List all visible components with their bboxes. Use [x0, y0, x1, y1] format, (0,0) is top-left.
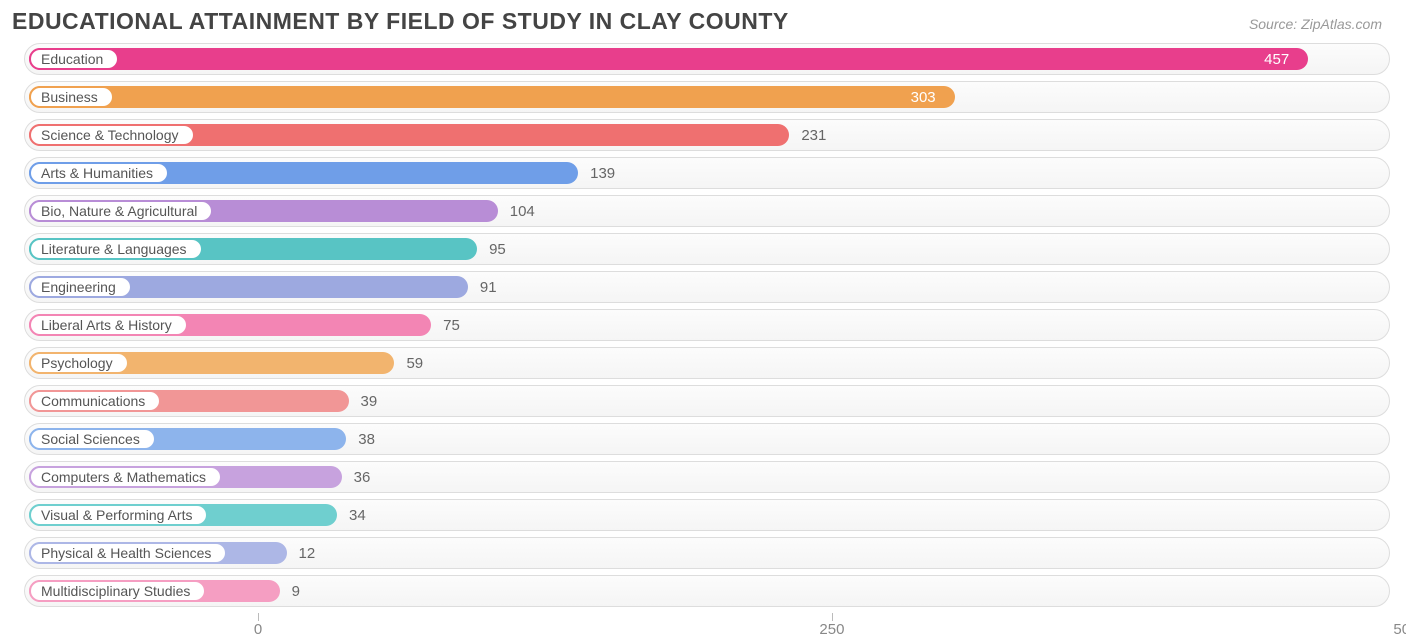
bar-value: 104	[510, 196, 535, 226]
bar-value: 91	[480, 272, 497, 302]
bar-row: Physical & Health Sciences 12	[8, 537, 1398, 569]
bar-label: Psychology	[29, 352, 129, 374]
bar-label: Arts & Humanities	[29, 162, 169, 184]
axis-tick-label: 0	[254, 621, 262, 638]
bar-label: Business	[29, 86, 114, 108]
bar-label: Communications	[29, 390, 161, 412]
bar-track: Visual & Performing Arts 34	[24, 499, 1390, 531]
chart-header: EDUCATIONAL ATTAINMENT BY FIELD OF STUDY…	[0, 0, 1406, 39]
bar-track: Bio, Nature & Agricultural 104	[24, 195, 1390, 227]
bar-value: 457	[1264, 44, 1289, 74]
bar-value: 36	[354, 462, 371, 492]
bar-row: Bio, Nature & Agricultural 104	[8, 195, 1398, 227]
bar-label: Engineering	[29, 276, 132, 298]
bar-row: Liberal Arts & History 75	[8, 309, 1398, 341]
bar-label: Visual & Performing Arts	[29, 504, 208, 526]
bar-track: Computers & Mathematics 36	[24, 461, 1390, 493]
bar-row: Engineering 91	[8, 271, 1398, 303]
bar-value: 59	[406, 348, 423, 378]
bar-row: Science & Technology 231	[8, 119, 1398, 151]
bar-row: Business 303	[8, 81, 1398, 113]
bar-track: Psychology 59	[24, 347, 1390, 379]
bar-label: Liberal Arts & History	[29, 314, 188, 336]
bar-row: Social Sciences 38	[8, 423, 1398, 455]
axis-tick-label: 250	[819, 621, 844, 638]
bar-row: Multidisciplinary Studies 9	[8, 575, 1398, 607]
bar-label: Social Sciences	[29, 428, 156, 450]
chart-title: EDUCATIONAL ATTAINMENT BY FIELD OF STUDY…	[12, 8, 789, 35]
bar-value: 34	[349, 500, 366, 530]
x-axis: 0250500	[24, 613, 1398, 641]
bar-track: Multidisciplinary Studies 9	[24, 575, 1390, 607]
bar-value: 39	[361, 386, 378, 416]
bar-row: Psychology 59	[8, 347, 1398, 379]
source-prefix: Source:	[1249, 16, 1301, 32]
bar-row: Communications 39	[8, 385, 1398, 417]
bar-label: Bio, Nature & Agricultural	[29, 200, 213, 222]
bar-track: Literature & Languages 95	[24, 233, 1390, 265]
bar-value: 303	[911, 82, 936, 112]
bar-track: Business 303	[24, 81, 1390, 113]
bar-value: 75	[443, 310, 460, 340]
bar-label: Literature & Languages	[29, 238, 203, 260]
bar-value: 231	[801, 120, 826, 150]
bar-row: Literature & Languages 95	[8, 233, 1398, 265]
bar-row: Education 457	[8, 43, 1398, 75]
bar-fill	[29, 86, 955, 108]
bar-track: Arts & Humanities 139	[24, 157, 1390, 189]
bar-track: Social Sciences 38	[24, 423, 1390, 455]
bar-value: 95	[489, 234, 506, 264]
bar-value: 38	[358, 424, 375, 454]
axis-tick-label: 500	[1393, 621, 1406, 638]
bar-value: 9	[292, 576, 300, 606]
chart-source: Source: ZipAtlas.com	[1249, 16, 1382, 32]
source-name: ZipAtlas.com	[1301, 16, 1382, 32]
bar-label: Multidisciplinary Studies	[29, 580, 206, 602]
bar-label: Education	[29, 48, 119, 70]
bar-fill	[29, 48, 1308, 70]
bar-row: Visual & Performing Arts 34	[8, 499, 1398, 531]
bar-label: Science & Technology	[29, 124, 195, 146]
bar-track: Engineering 91	[24, 271, 1390, 303]
bar-track: Education 457	[24, 43, 1390, 75]
bar-label: Physical & Health Sciences	[29, 542, 227, 564]
bar-track: Physical & Health Sciences 12	[24, 537, 1390, 569]
chart-area: Education 457 Business 303 Science & Technol…	[0, 39, 1406, 607]
bar-label: Computers & Mathematics	[29, 466, 222, 488]
bar-row: Arts & Humanities 139	[8, 157, 1398, 189]
bar-track: Liberal Arts & History 75	[24, 309, 1390, 341]
bar-track: Science & Technology 231	[24, 119, 1390, 151]
bar-value: 12	[299, 538, 316, 568]
bar-track: Communications 39	[24, 385, 1390, 417]
bar-row: Computers & Mathematics 36	[8, 461, 1398, 493]
bar-value: 139	[590, 158, 615, 188]
axis-tick	[258, 613, 259, 621]
axis-tick	[832, 613, 833, 621]
